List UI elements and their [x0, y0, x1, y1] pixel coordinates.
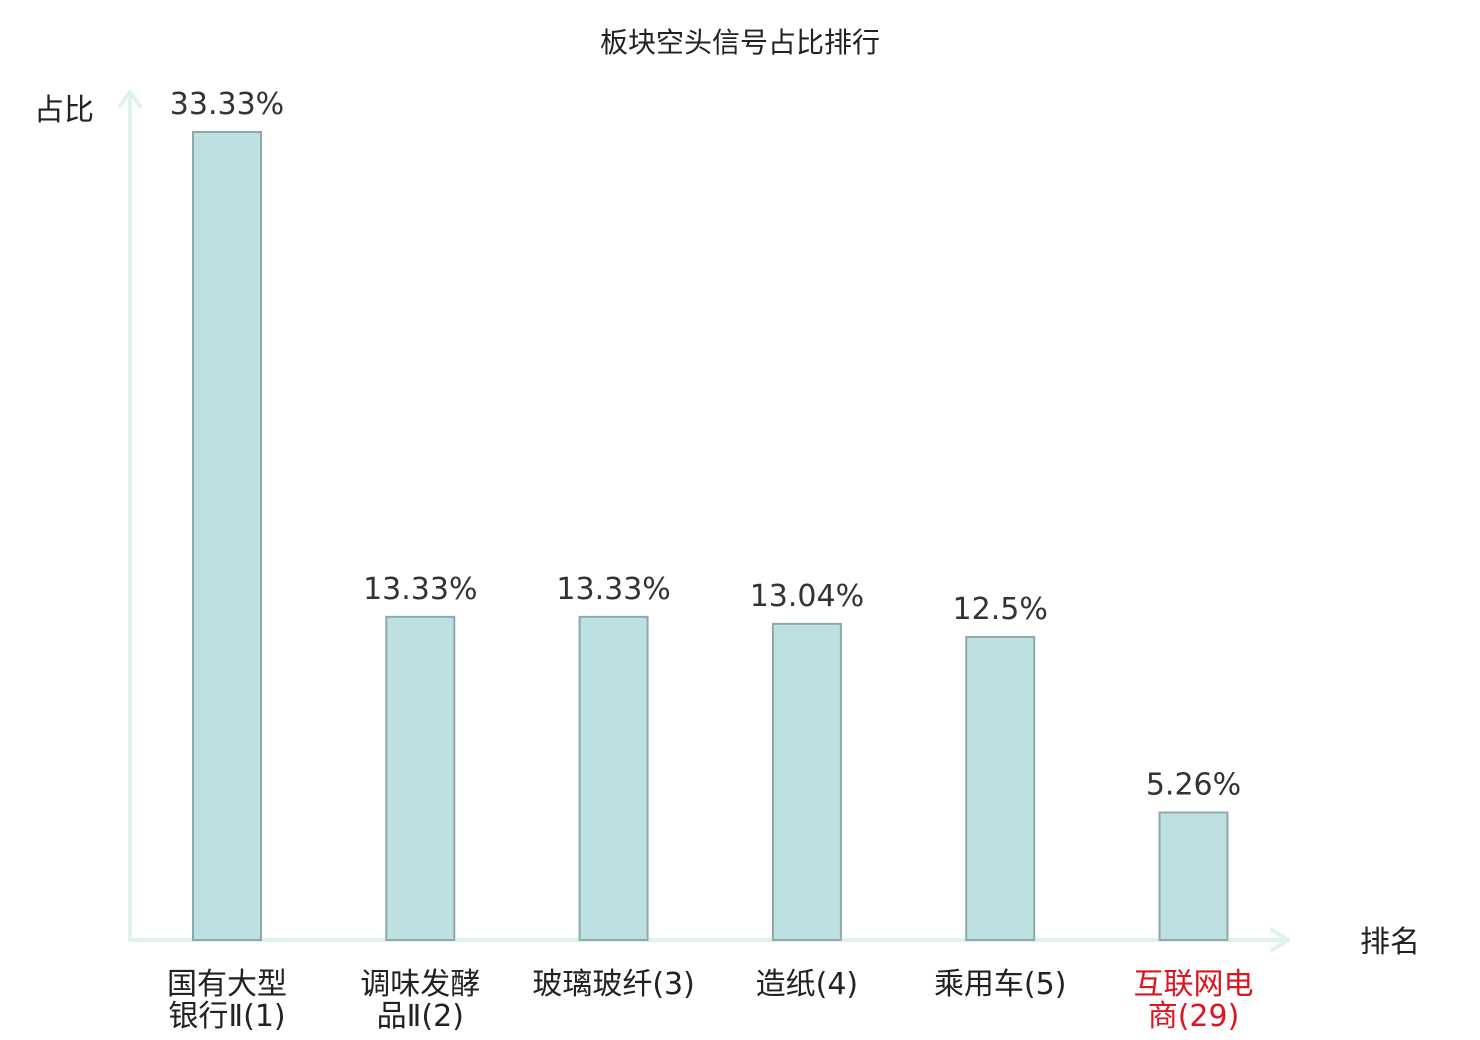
- category-label-5: 乘用车(5): [934, 967, 1067, 1002]
- y-axis-label: 占比: [34, 93, 94, 128]
- bar-6: [1158, 811, 1229, 942]
- category-label-6-line-1: 互联网电: [1134, 967, 1254, 1002]
- bar-3: [578, 615, 649, 942]
- category-label-4: 造纸(4): [756, 967, 859, 1002]
- category-label-3: 玻璃玻纤(3): [532, 967, 695, 1002]
- category-label-2-line-1: 调味发酵: [360, 967, 480, 1002]
- x-axis-label: 排名: [1360, 925, 1420, 960]
- value-label-6: 5.26%: [1146, 767, 1241, 802]
- category-label-1-line-1: 国有大型: [167, 967, 287, 1002]
- value-label-2: 13.33%: [363, 572, 477, 607]
- value-label-1: 33.33%: [170, 87, 284, 122]
- value-label-4: 13.04%: [750, 579, 864, 614]
- y-axis-arrow: [118, 90, 142, 108]
- value-label-5: 12.5%: [953, 592, 1048, 627]
- value-label-3: 13.33%: [556, 572, 670, 607]
- x-axis-arrow: [1270, 928, 1290, 952]
- bar-5: [965, 635, 1036, 942]
- bar-2: [385, 615, 456, 942]
- category-label-2-line-2: 品Ⅱ(2): [377, 999, 464, 1034]
- category-label-1-line-2: 银行Ⅱ(1): [168, 999, 285, 1034]
- bar-4: [771, 622, 842, 941]
- category-label-6-line-2: 商(29): [1148, 999, 1240, 1034]
- bar-1: [192, 131, 262, 941]
- chart-title: 板块空头信号占比排行: [600, 26, 880, 59]
